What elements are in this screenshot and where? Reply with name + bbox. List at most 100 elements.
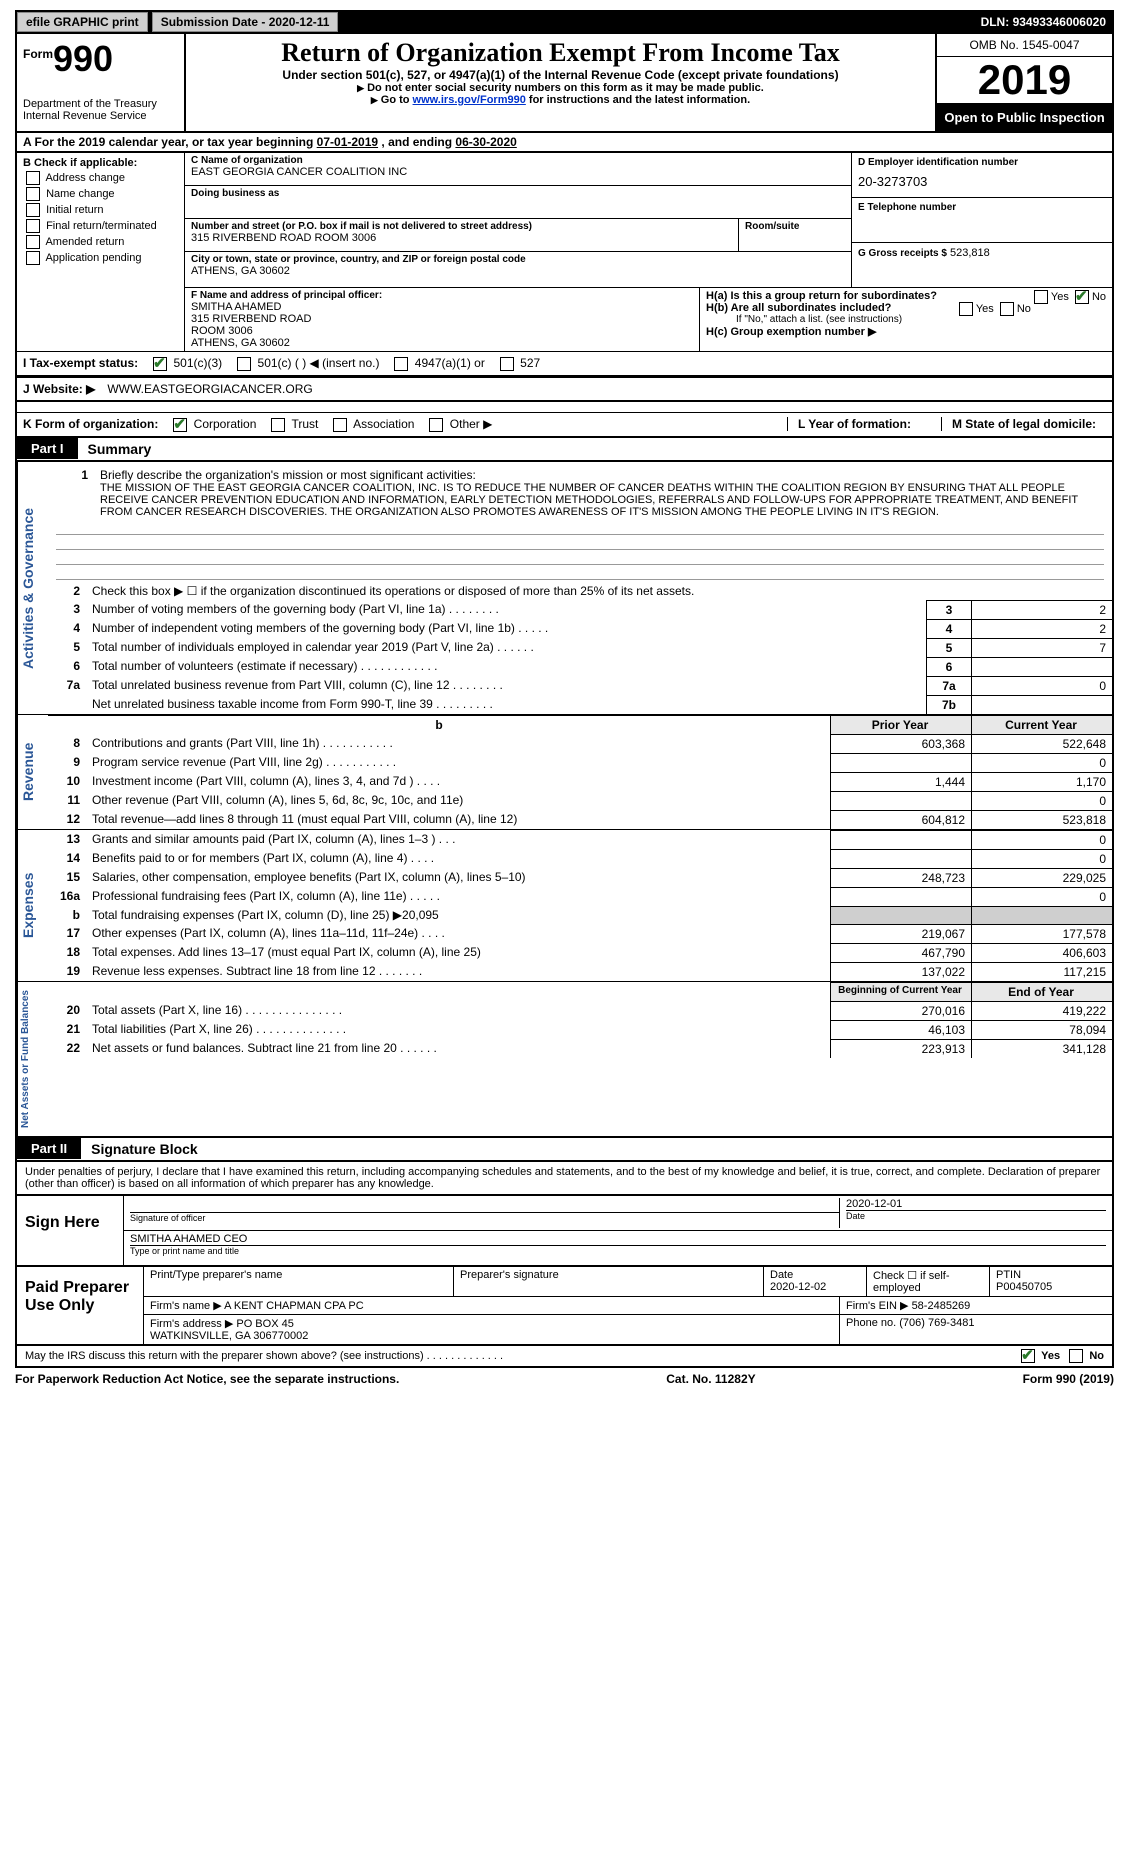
box-b: B Check if applicable: Address change Na… (17, 153, 185, 351)
data-row: 8Contributions and grants (Part VIII, li… (48, 734, 1112, 753)
state-domicile-label: M State of legal domicile: (952, 417, 1096, 431)
data-row: 9Program service revenue (Part VIII, lin… (48, 753, 1112, 772)
other-checkbox[interactable] (429, 418, 443, 432)
summary-row: 3Number of voting members of the governi… (48, 600, 1112, 619)
data-row: 13Grants and similar amounts paid (Part … (48, 830, 1112, 849)
officer-label: F Name and address of principal officer: (191, 290, 693, 301)
declaration-text: Under penalties of perjury, I declare th… (15, 1162, 1114, 1196)
prep-name-label: Print/Type preparer's name (150, 1269, 447, 1281)
ha-yes-checkbox[interactable] (1034, 290, 1048, 304)
department-label: Department of the Treasury Internal Reve… (23, 98, 178, 122)
checkbox-address-change[interactable] (26, 171, 40, 185)
summary-row: 4Number of independent voting members of… (48, 619, 1112, 638)
prior-year-hdr: Prior Year (831, 715, 972, 734)
firm-ein-label: Firm's EIN ▶ (846, 1300, 909, 1312)
assoc-checkbox[interactable] (333, 418, 347, 432)
org-name: EAST GEORGIA CANCER COALITION INC (191, 166, 845, 178)
vtab-revenue: Revenue (17, 715, 48, 829)
city-label: City or town, state or province, country… (191, 254, 845, 265)
firm-addr-label: Firm's address ▶ (150, 1318, 233, 1330)
firm-phone-label: Phone no. (846, 1317, 896, 1329)
discuss-yes-checkbox[interactable] (1021, 1349, 1035, 1363)
prep-date: 2020-12-02 (770, 1281, 860, 1293)
hb-yes-checkbox[interactable] (959, 302, 973, 316)
form-subtitle-3: Go to www.irs.gov/Form990 for instructio… (192, 94, 929, 106)
website-value: WWW.EASTGEORGIACANCER.ORG (107, 382, 312, 396)
street-value: 315 RIVERBEND ROAD ROOM 3006 (191, 232, 732, 244)
footer-left: For Paperwork Reduction Act Notice, see … (15, 1372, 399, 1386)
typed-name-label: Type or print name and title (130, 1245, 1106, 1256)
hb-no-checkbox[interactable] (1000, 302, 1014, 316)
summary-row: Net unrelated business taxable income fr… (48, 695, 1112, 714)
ptin-label: PTIN (996, 1269, 1106, 1281)
line2-text: Check this box ▶ ☐ if the organization d… (88, 582, 1112, 600)
submission-button[interactable]: Submission Date - 2020-12-11 (152, 12, 339, 32)
hc-label: H(c) Group exemption number ▶ (706, 326, 876, 338)
corp-checkbox[interactable] (173, 418, 187, 432)
527-checkbox[interactable] (500, 357, 514, 371)
top-bar: efile GRAPHIC print Submission Date - 20… (15, 10, 1114, 34)
mission-label: Briefly describe the organization's miss… (100, 468, 1100, 482)
form-subtitle-1: Under section 501(c), 527, or 4947(a)(1)… (192, 68, 929, 82)
self-employed-label: Check ☐ if self-employed (867, 1267, 990, 1296)
sig-officer-label: Signature of officer (130, 1212, 839, 1223)
efile-print-button[interactable]: efile GRAPHIC print (17, 12, 148, 32)
checkbox-application-pending[interactable] (26, 251, 40, 265)
data-row: 15Salaries, other compensation, employee… (48, 868, 1112, 887)
data-row: 19Revenue less expenses. Subtract line 1… (48, 962, 1112, 981)
begin-year-hdr: Beginning of Current Year (831, 982, 972, 1001)
data-row: 11Other revenue (Part VIII, column (A), … (48, 791, 1112, 810)
data-row: 22Net assets or fund balances. Subtract … (48, 1039, 1112, 1058)
ha-no-checkbox[interactable] (1075, 290, 1089, 304)
firm-phone: (706) 769-3481 (899, 1317, 974, 1329)
phone-label: E Telephone number (858, 202, 1106, 213)
room-label: Room/suite (745, 221, 845, 232)
footer-right: Form 990 (2019) (1023, 1372, 1114, 1386)
prep-date-label: Date (770, 1269, 860, 1281)
checkbox-initial-return[interactable] (26, 203, 40, 217)
discuss-no-checkbox[interactable] (1069, 1349, 1083, 1363)
city-value: ATHENS, GA 30602 (191, 265, 845, 277)
box-b-title: B Check if applicable: (23, 157, 178, 169)
end-year-hdr: End of Year (972, 982, 1113, 1001)
instructions-link[interactable]: www.irs.gov/Form990 (413, 94, 526, 106)
checkbox-final-return[interactable] (26, 219, 40, 233)
sign-here-label: Sign Here (17, 1196, 123, 1265)
row-a: A For the 2019 calendar year, or tax yea… (15, 133, 1114, 153)
footer-mid: Cat. No. 11282Y (666, 1372, 755, 1386)
box-f: F Name and address of principal officer:… (185, 288, 699, 351)
4947-checkbox[interactable] (394, 357, 408, 371)
discuss-text: May the IRS discuss this return with the… (25, 1350, 503, 1362)
officer-addr2: ROOM 3006 (191, 325, 693, 337)
sig-date: 2020-12-01 (846, 1198, 1106, 1210)
mission-text: THE MISSION OF THE EAST GEORGIA CANCER C… (100, 482, 1100, 518)
dln-label: DLN: 93493346006020 (981, 15, 1112, 29)
ein-label: D Employer identification number (858, 157, 1106, 168)
hb-label: H(b) Are all subordinates included? (706, 302, 891, 314)
org-name-label: C Name of organization (191, 155, 845, 166)
typed-name: SMITHA AHAMED CEO (130, 1233, 1106, 1245)
current-year-hdr: Current Year (972, 715, 1113, 734)
officer-name: SMITHA AHAMED (191, 301, 693, 313)
ein-value: 20-3273703 (858, 168, 1106, 189)
501c-checkbox[interactable] (237, 357, 251, 371)
omb-number: OMB No. 1545-0047 (937, 34, 1112, 57)
part2-title: Signature Block (81, 1138, 208, 1160)
ha-label: H(a) Is this a group return for subordin… (706, 290, 937, 302)
summary-row: 7aTotal unrelated business revenue from … (48, 676, 1112, 695)
part1-title: Summary (78, 438, 162, 460)
inspection-label: Open to Public Inspection (937, 104, 1112, 131)
box-h: H(a) Is this a group return for subordin… (699, 288, 1112, 351)
checkbox-name-change[interactable] (26, 187, 40, 201)
data-row: 16aProfessional fundraising fees (Part I… (48, 887, 1112, 906)
discuss-row: May the IRS discuss this return with the… (15, 1346, 1114, 1368)
part1-header: Part I (17, 438, 78, 459)
data-row: bTotal fundraising expenses (Part IX, co… (48, 906, 1112, 924)
officer-addr1: 315 RIVERBEND ROAD (191, 313, 693, 325)
prep-sig-label: Preparer's signature (460, 1269, 757, 1281)
ptin-value: P00450705 (996, 1281, 1106, 1293)
trust-checkbox[interactable] (271, 418, 285, 432)
summary-row: 6Total number of volunteers (estimate if… (48, 657, 1112, 676)
checkbox-amended-return[interactable] (26, 235, 40, 249)
501c3-checkbox[interactable] (153, 357, 167, 371)
